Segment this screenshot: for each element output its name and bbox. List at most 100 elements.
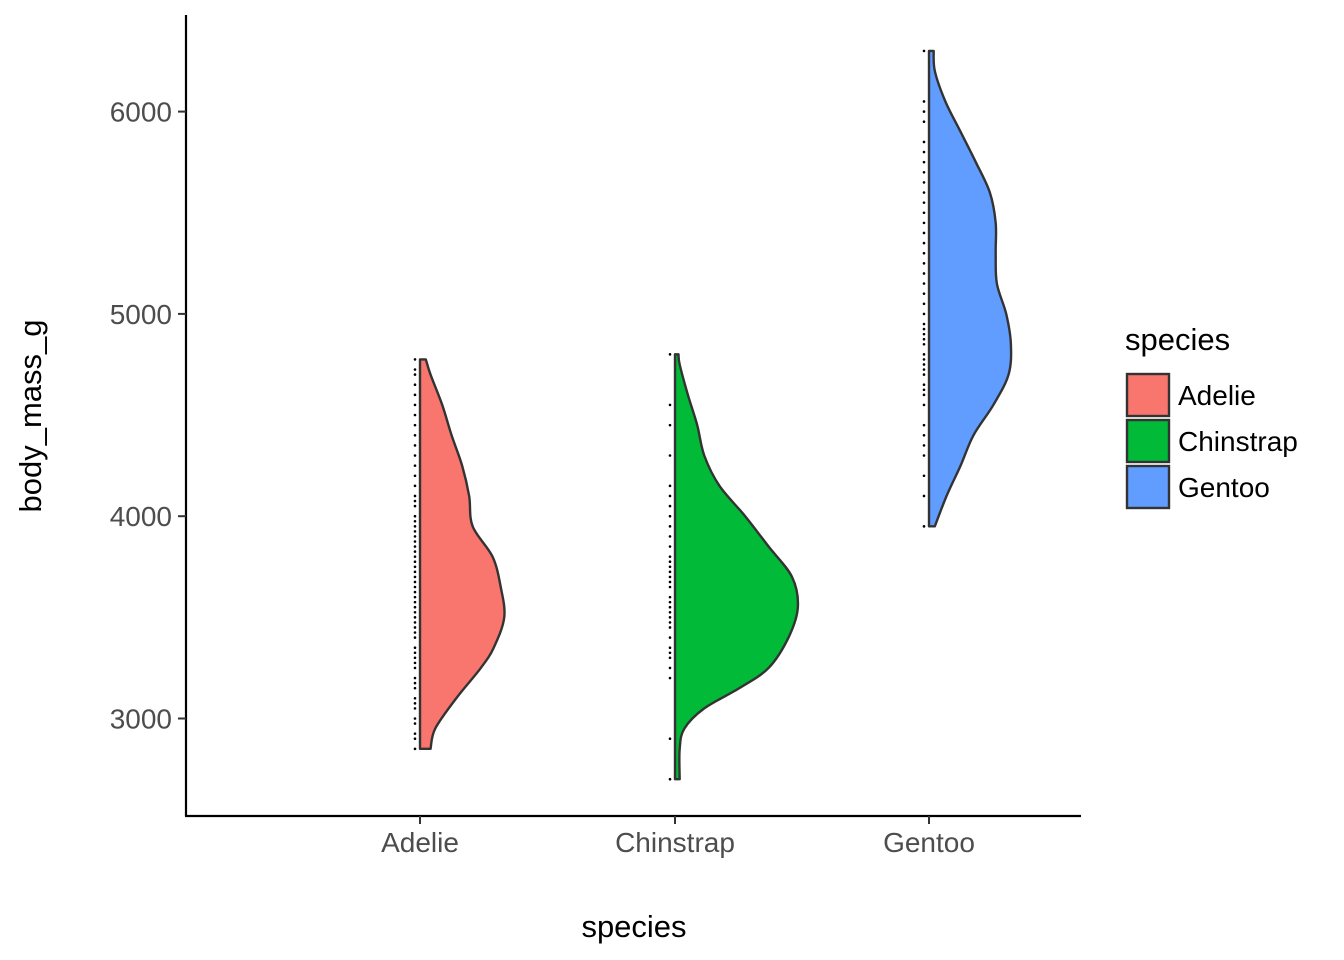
data-point xyxy=(922,100,926,103)
data-point xyxy=(413,393,417,397)
data-point xyxy=(413,651,417,655)
data-point xyxy=(413,464,417,467)
data-point xyxy=(413,555,417,558)
data-point xyxy=(922,120,926,124)
data-point xyxy=(668,423,672,427)
data-point xyxy=(413,403,417,407)
legend-key-gentoo xyxy=(1125,464,1171,510)
data-point xyxy=(668,403,672,407)
data-point xyxy=(922,110,926,113)
data-point xyxy=(922,49,926,53)
data-point xyxy=(413,570,417,574)
data-point xyxy=(413,722,417,725)
data-point xyxy=(413,676,417,680)
data-point xyxy=(668,616,672,619)
data-point xyxy=(413,732,417,735)
data-point xyxy=(413,383,417,387)
data-point xyxy=(668,666,672,670)
data-point xyxy=(413,737,417,741)
data-point xyxy=(922,312,926,316)
data-point xyxy=(413,494,417,498)
data-point xyxy=(668,353,672,356)
data-point xyxy=(413,666,417,670)
legend-label-gentoo: Gentoo xyxy=(1178,472,1270,503)
y-axis-ticks: 3000 4000 5000 6000 xyxy=(110,97,186,735)
violin-gentoo xyxy=(927,49,1013,528)
data-point xyxy=(668,777,672,781)
data-point xyxy=(922,342,926,346)
data-point xyxy=(413,545,417,548)
data-point xyxy=(413,585,417,589)
data-point xyxy=(922,150,926,154)
data-point xyxy=(922,368,926,371)
data-point xyxy=(413,686,417,690)
data-point xyxy=(668,610,672,614)
data-point xyxy=(413,514,417,518)
x-tick-label: Chinstrap xyxy=(615,827,735,858)
x-axis-ticks: Adelie Chinstrap Gentoo xyxy=(381,816,975,858)
data-point xyxy=(413,702,417,705)
data-point xyxy=(413,610,417,614)
data-point xyxy=(413,423,417,427)
y-axis-title: body_mass_g xyxy=(13,319,48,512)
data-point xyxy=(922,292,926,295)
data-point xyxy=(922,423,926,427)
data-point xyxy=(922,393,926,397)
data-point xyxy=(668,575,672,579)
data-point xyxy=(668,621,672,624)
data-point xyxy=(922,353,926,356)
data-point xyxy=(668,560,672,564)
data-point xyxy=(413,590,417,594)
data-point xyxy=(413,540,417,543)
data-point xyxy=(668,514,672,518)
data-point xyxy=(668,626,672,629)
data-point xyxy=(668,545,672,548)
data-point xyxy=(413,413,417,417)
data-point xyxy=(413,626,417,629)
x-tick-label: Adelie xyxy=(381,827,459,858)
data-point xyxy=(413,565,417,569)
data-point xyxy=(922,221,926,225)
data-point xyxy=(922,327,926,331)
data-point xyxy=(922,322,926,326)
data-point xyxy=(922,140,926,144)
data-point xyxy=(413,575,417,579)
data-point xyxy=(922,251,926,255)
data-point xyxy=(922,388,926,392)
data-point xyxy=(922,231,926,235)
data-point xyxy=(922,201,926,204)
data-point xyxy=(922,373,926,376)
data-point xyxy=(922,262,926,265)
data-point xyxy=(668,737,672,741)
data-point xyxy=(668,651,672,655)
data-point xyxy=(413,368,417,371)
data-point xyxy=(668,504,672,508)
data-point xyxy=(413,504,417,508)
data-point xyxy=(413,747,417,751)
data-point xyxy=(413,636,417,639)
data-point xyxy=(413,560,417,564)
data-point xyxy=(668,494,672,498)
violin-adelie xyxy=(418,358,506,751)
data-point xyxy=(668,676,672,680)
data-point xyxy=(668,580,672,584)
data-point xyxy=(413,358,417,361)
data-point xyxy=(413,373,417,376)
data-point xyxy=(413,525,417,528)
y-tick-label: 6000 xyxy=(110,97,172,128)
data-point xyxy=(413,454,417,457)
data-point xyxy=(668,595,672,599)
data-point xyxy=(922,332,926,336)
data-point xyxy=(922,241,926,245)
data-point xyxy=(922,211,926,215)
data-point xyxy=(413,433,417,437)
data-point xyxy=(668,535,672,538)
data-point xyxy=(668,565,672,569)
violin-chinstrap xyxy=(673,353,800,781)
data-point xyxy=(668,525,672,528)
data-point xyxy=(922,170,926,174)
data-point xyxy=(922,282,926,285)
x-tick-label: Gentoo xyxy=(883,827,975,858)
data-point xyxy=(668,605,672,609)
y-tick-label: 3000 xyxy=(110,704,172,735)
